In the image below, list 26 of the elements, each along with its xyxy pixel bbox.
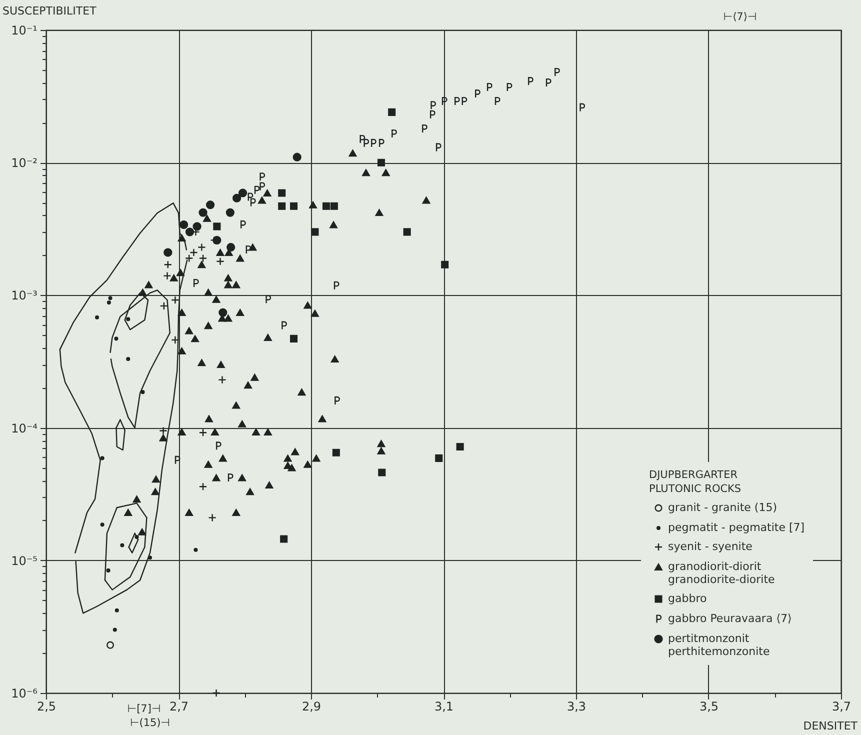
legend-label: granit - granite (15) xyxy=(668,501,777,514)
legend-label: pertitmonzonit perthitemonzonite xyxy=(668,632,770,658)
text: ⊢[7]⊣ xyxy=(127,703,161,715)
y-tick-label: 10⁻⁵ xyxy=(11,554,38,568)
x-tick-label: 2,9 xyxy=(302,700,322,714)
y-tick-label: 10⁻² xyxy=(11,156,38,170)
legend-label: syenit - syenite xyxy=(668,540,753,553)
legend-label: granodiorit-diorit granodiorite-diorite xyxy=(668,560,776,586)
legend-label: pegmatit - pegmatite [7] xyxy=(668,521,805,534)
y-tick-label: 10⁻³ xyxy=(11,288,38,303)
text: ⊢(15)⊣ xyxy=(130,717,170,729)
x-tick-label: 2,7 xyxy=(169,700,189,714)
x-tick-label: 2,5 xyxy=(36,700,56,714)
y-tick-label: 10⁻⁴ xyxy=(11,421,38,436)
y-tick-label: 10⁻⁶ xyxy=(11,686,38,700)
x-tick-label: 3,5 xyxy=(699,700,719,714)
legend-label: gabbro Peuravaara ⟨7⟩ xyxy=(668,612,792,625)
text: ⊢⟨7⟩⊣ xyxy=(723,11,757,23)
y-axis-title: SUSCEPTIBILITET xyxy=(2,4,97,18)
x-tick-label: 3,1 xyxy=(434,700,454,714)
x-tick-label: 3,3 xyxy=(566,700,586,714)
x-axis-title: DENSITET xyxy=(803,720,858,732)
x-tick-label: 3,7 xyxy=(832,700,852,714)
legend-title: DJUPBERGARTER PLUTONIC ROCKS xyxy=(649,469,742,495)
legend-label: gabbro xyxy=(668,592,707,605)
y-tick-label: 10⁻¹ xyxy=(11,24,38,38)
